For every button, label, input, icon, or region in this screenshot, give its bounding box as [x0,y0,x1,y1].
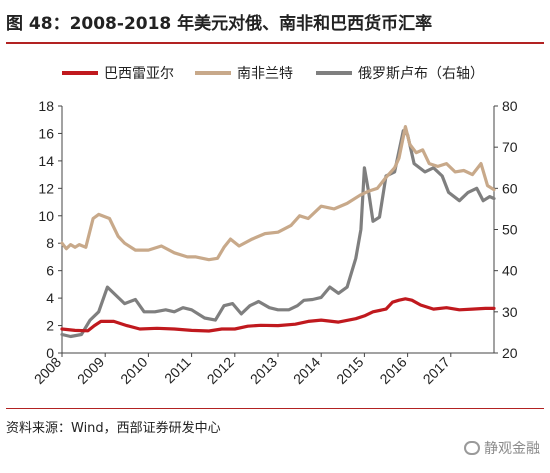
y-tick-label-left: 8 [46,235,54,251]
legend-label-brl: 巴西雷亚尔 [104,66,174,82]
legend-label-rub: 俄罗斯卢布（右轴） [358,66,484,82]
y-tick-label-left: 6 [46,263,54,279]
watermark-text: 静观金融 [484,441,540,457]
y-tick-label-right: 40 [502,263,518,279]
x-tick-label: 2012 [204,354,237,387]
x-tick-label: 2014 [290,354,323,387]
x-tick-label: 2010 [117,354,150,387]
y-tick-label-right: 70 [502,139,518,155]
y-tick-label-left: 4 [46,290,54,306]
y-tick-label-right: 80 [502,98,518,114]
wechat-icon [464,441,480,455]
series-line-0 [60,297,496,333]
x-tick-label: 2008 [31,354,64,387]
series-layer [60,125,496,339]
y-tick-label-left: 16 [38,125,54,141]
series-line-2 [60,129,496,339]
watermark: 静观金融 [464,438,540,458]
y-tick-label-left: 10 [38,208,54,224]
chart-title: 图 48：2008-2018 年美元对俄、南非和巴西货币汇率 [6,6,544,44]
y-tick-label-right: 60 [502,180,518,196]
series-line-1 [60,125,496,262]
axes: 0 2 4 6 8 10 12 14 16 18 20 30 40 50 60 70 80 2008 2009 201… [31,98,518,387]
y-tick-label-left: 2 [46,318,54,334]
y-tick-label-left: 12 [38,180,54,196]
y-tick-label-left: 14 [38,153,54,169]
x-tick-label: 2015 [333,354,366,387]
x-tick-label: 2013 [247,354,280,387]
y-tick-label-left: 0 [46,345,54,361]
x-tick-label: 2017 [420,354,453,387]
legend-label-zar: 南非兰特 [237,66,293,82]
y-tick-label-right: 30 [502,304,518,320]
y-tick-label-left: 18 [38,98,54,114]
y-tick-label-right: 50 [502,222,518,238]
y-tick-label-right: 20 [502,345,518,361]
x-tick-label: 2009 [74,354,107,387]
x-tick-label: 2011 [161,354,194,387]
x-tick-label: 2016 [376,354,409,387]
source-note: 资料来源：Wind，西部证券研发中心 [6,408,544,436]
exchange-rate-chart: 巴西雷亚尔 南非兰特 俄罗斯卢布（右轴） 0 2 4 6 8 10 12 14 16 18 20 30… [31,66,518,387]
legend: 巴西雷亚尔 南非兰特 俄罗斯卢布（右轴） [62,66,484,82]
